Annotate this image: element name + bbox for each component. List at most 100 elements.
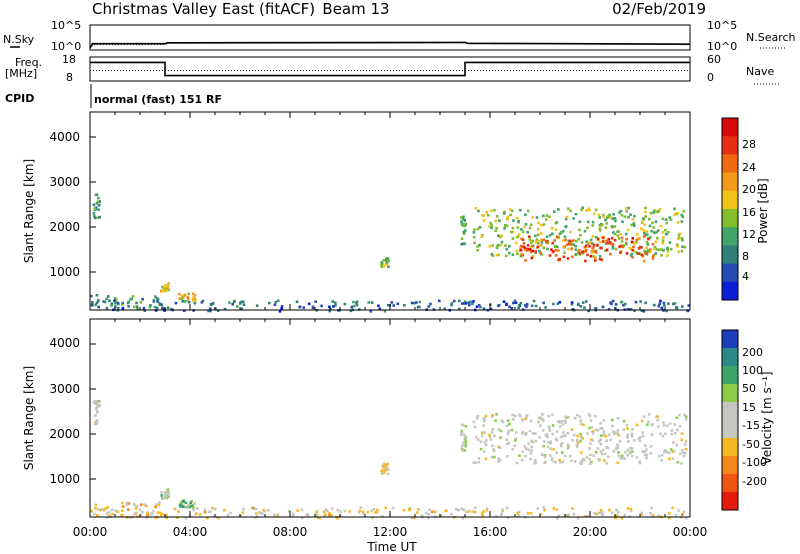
power-cell-7 <box>632 222 636 225</box>
power-cell-8 <box>625 238 628 241</box>
velocity-cell-1 <box>473 510 477 514</box>
velocity-cell-1 <box>229 511 232 515</box>
power-cell-8 <box>642 235 646 238</box>
power-cell-1 <box>686 309 690 313</box>
power-cell-2 <box>94 206 98 209</box>
power-cell-7 <box>627 206 630 210</box>
power-cell-7 <box>508 245 511 248</box>
power-cell-8 <box>640 253 644 257</box>
velocity-cell-1 <box>315 511 318 514</box>
velocity-cell-0 <box>146 514 149 517</box>
power-cell-7 <box>613 225 617 228</box>
power-cell-7 <box>542 246 545 250</box>
power-cell-7 <box>506 217 510 221</box>
velocity-cell-7 <box>543 455 547 459</box>
power-cell-1 <box>182 309 186 312</box>
velocity-cell-1 <box>468 510 471 513</box>
power-cell-8 <box>519 244 523 248</box>
power-cell-0 <box>153 305 157 309</box>
velocity-cell-1 <box>485 509 489 512</box>
power-cell-8 <box>631 248 634 252</box>
power-cell-7 <box>578 220 582 224</box>
power-cell-8 <box>572 239 575 242</box>
power-cell-7 <box>515 216 519 220</box>
velocity-cell-7 <box>602 419 606 422</box>
power-cell-8 <box>548 254 552 257</box>
power-cell-7 <box>530 223 533 226</box>
power-cell-1 <box>558 301 562 304</box>
power-cell-2 <box>98 215 101 219</box>
velocity-cell-7 <box>493 455 496 459</box>
power-cell-7 <box>597 213 601 217</box>
velocity-cell-7 <box>540 453 544 456</box>
velocity-cell-7 <box>594 414 597 418</box>
power-cell-7 <box>673 213 676 217</box>
power-cell-7 <box>496 244 500 247</box>
power-cell-7 <box>598 227 602 230</box>
power-cell-7 <box>503 224 507 228</box>
power-cell-7 <box>493 209 496 212</box>
velocity-cell-7 <box>482 416 486 420</box>
velocity-cell-7 <box>609 438 613 442</box>
velocity-cell-7 <box>678 424 682 428</box>
velocity-cell-1 <box>629 508 633 511</box>
velocity-cell-1 <box>165 516 168 520</box>
velocity-cell-7 <box>499 436 502 439</box>
power-cell-1 <box>116 307 120 310</box>
velocity-cell-1 <box>214 507 217 511</box>
velocity-cell-7 <box>670 448 673 451</box>
velocity-cell-7 <box>537 417 541 420</box>
power-cell-7 <box>529 246 533 249</box>
velocity-cell-7 <box>671 450 674 453</box>
velocity-cell-7 <box>622 428 626 432</box>
power-cell-7 <box>524 223 528 226</box>
velocity-cell-0 <box>139 514 143 517</box>
power-cell-8 <box>620 236 624 240</box>
power-cell-8 <box>578 252 582 255</box>
velocity-cell-7 <box>666 451 669 454</box>
velocity-cell-3 <box>160 494 163 497</box>
power-cell-8 <box>607 238 611 241</box>
power-cell-7 <box>508 208 512 211</box>
freq-tick-top: 18 <box>62 53 76 66</box>
velocity-cell-7 <box>589 419 593 422</box>
velocity-cell-1 <box>599 509 603 512</box>
power-cell-7 <box>544 218 548 221</box>
velocity-cell-1 <box>608 508 611 512</box>
power-cell-4 <box>192 298 196 301</box>
velocity-cell-7 <box>540 418 544 421</box>
velocity-cell-7 <box>612 450 616 453</box>
power-cell-1 <box>639 300 642 303</box>
power-cell-4 <box>192 296 195 300</box>
power-cell-1 <box>462 302 466 305</box>
power-cell-7 <box>548 233 552 237</box>
velocity-cell-7 <box>537 420 540 424</box>
velocity-cb-minus15: -15 <box>742 419 760 432</box>
power-cell-7 <box>587 207 590 210</box>
power-cell-7 <box>616 234 620 237</box>
power-cell-7 <box>594 208 598 212</box>
power-cell-7 <box>599 224 603 227</box>
power-cell-7 <box>642 228 645 232</box>
velocity-cell-4 <box>183 505 187 508</box>
power-cb-16: 16 <box>742 206 756 219</box>
velocity-cell-7 <box>662 424 666 427</box>
velocity-cell-1 <box>601 513 604 517</box>
velocity-cell-4 <box>182 500 185 503</box>
power-cell-1 <box>280 306 283 310</box>
power-cb-4: 4 <box>742 270 749 283</box>
velocity-cell-1 <box>357 511 361 514</box>
velocity-cell-1 <box>324 508 328 512</box>
velocity-cell-7 <box>521 450 525 454</box>
velocity-cell-6 <box>463 437 467 441</box>
power-cell-4 <box>187 292 190 296</box>
velocity-cell-1 <box>330 507 334 510</box>
power-cell-7 <box>648 217 651 221</box>
power-cell-7 <box>673 207 676 211</box>
velocity-cell-7 <box>630 447 634 450</box>
power-cell-7 <box>569 209 573 213</box>
velocity-cell-7 <box>616 429 620 432</box>
velocity-cell-7 <box>477 460 481 464</box>
power-cell-1 <box>355 301 358 305</box>
velocity-cell-7 <box>617 454 621 458</box>
